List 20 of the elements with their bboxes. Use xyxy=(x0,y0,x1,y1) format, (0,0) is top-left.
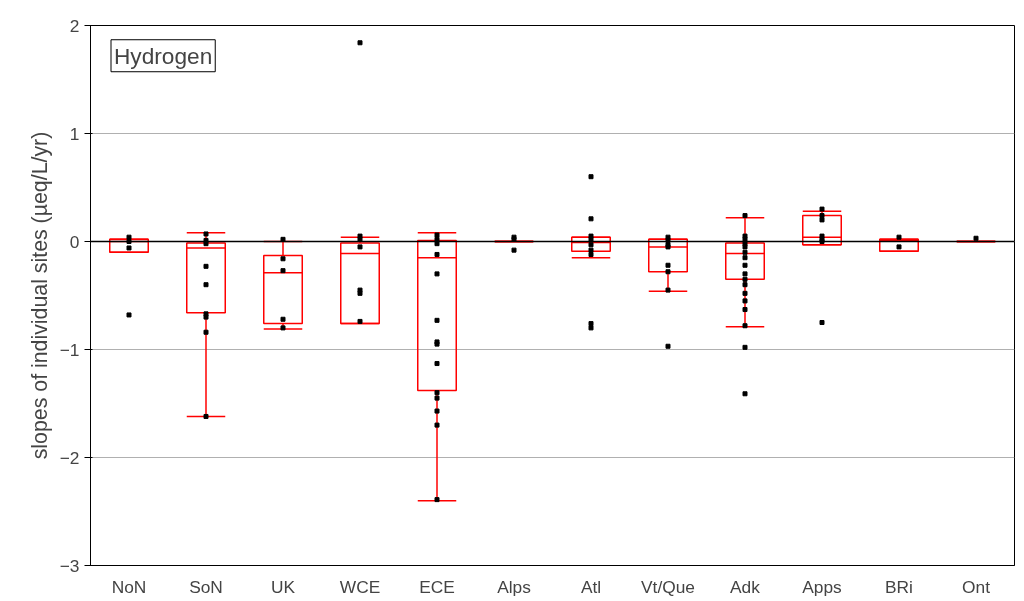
y-tick-label: −1 xyxy=(59,339,80,360)
y-axis-title: slopes of individual sites (µeq/L/yr) xyxy=(27,131,52,460)
y-tick-label: −3 xyxy=(59,555,80,576)
text: Hydrogen xyxy=(114,42,213,69)
x-tick-label: ECE xyxy=(419,576,455,597)
y-tick-label: 1 xyxy=(69,123,80,144)
x-tick-label: Adk xyxy=(730,576,761,597)
x-tick-label: Alps xyxy=(497,576,532,597)
x-tick-label: UK xyxy=(270,576,296,597)
y-tick-label: −2 xyxy=(59,447,80,468)
y-tick-label: 2 xyxy=(69,15,80,36)
x-tick-label: WCE xyxy=(339,576,381,597)
x-tick-label: NoN xyxy=(111,576,147,597)
x-tick-label: BRi xyxy=(885,576,913,597)
x-tick-label: SoN xyxy=(189,576,223,597)
x-tick-label: Apps xyxy=(802,576,843,597)
x-tick-label: Atl xyxy=(580,576,602,597)
x-tick-label: Vt/Que xyxy=(641,576,695,597)
y-tick-label: 0 xyxy=(69,231,80,252)
x-tick-label: Ont xyxy=(962,576,991,597)
